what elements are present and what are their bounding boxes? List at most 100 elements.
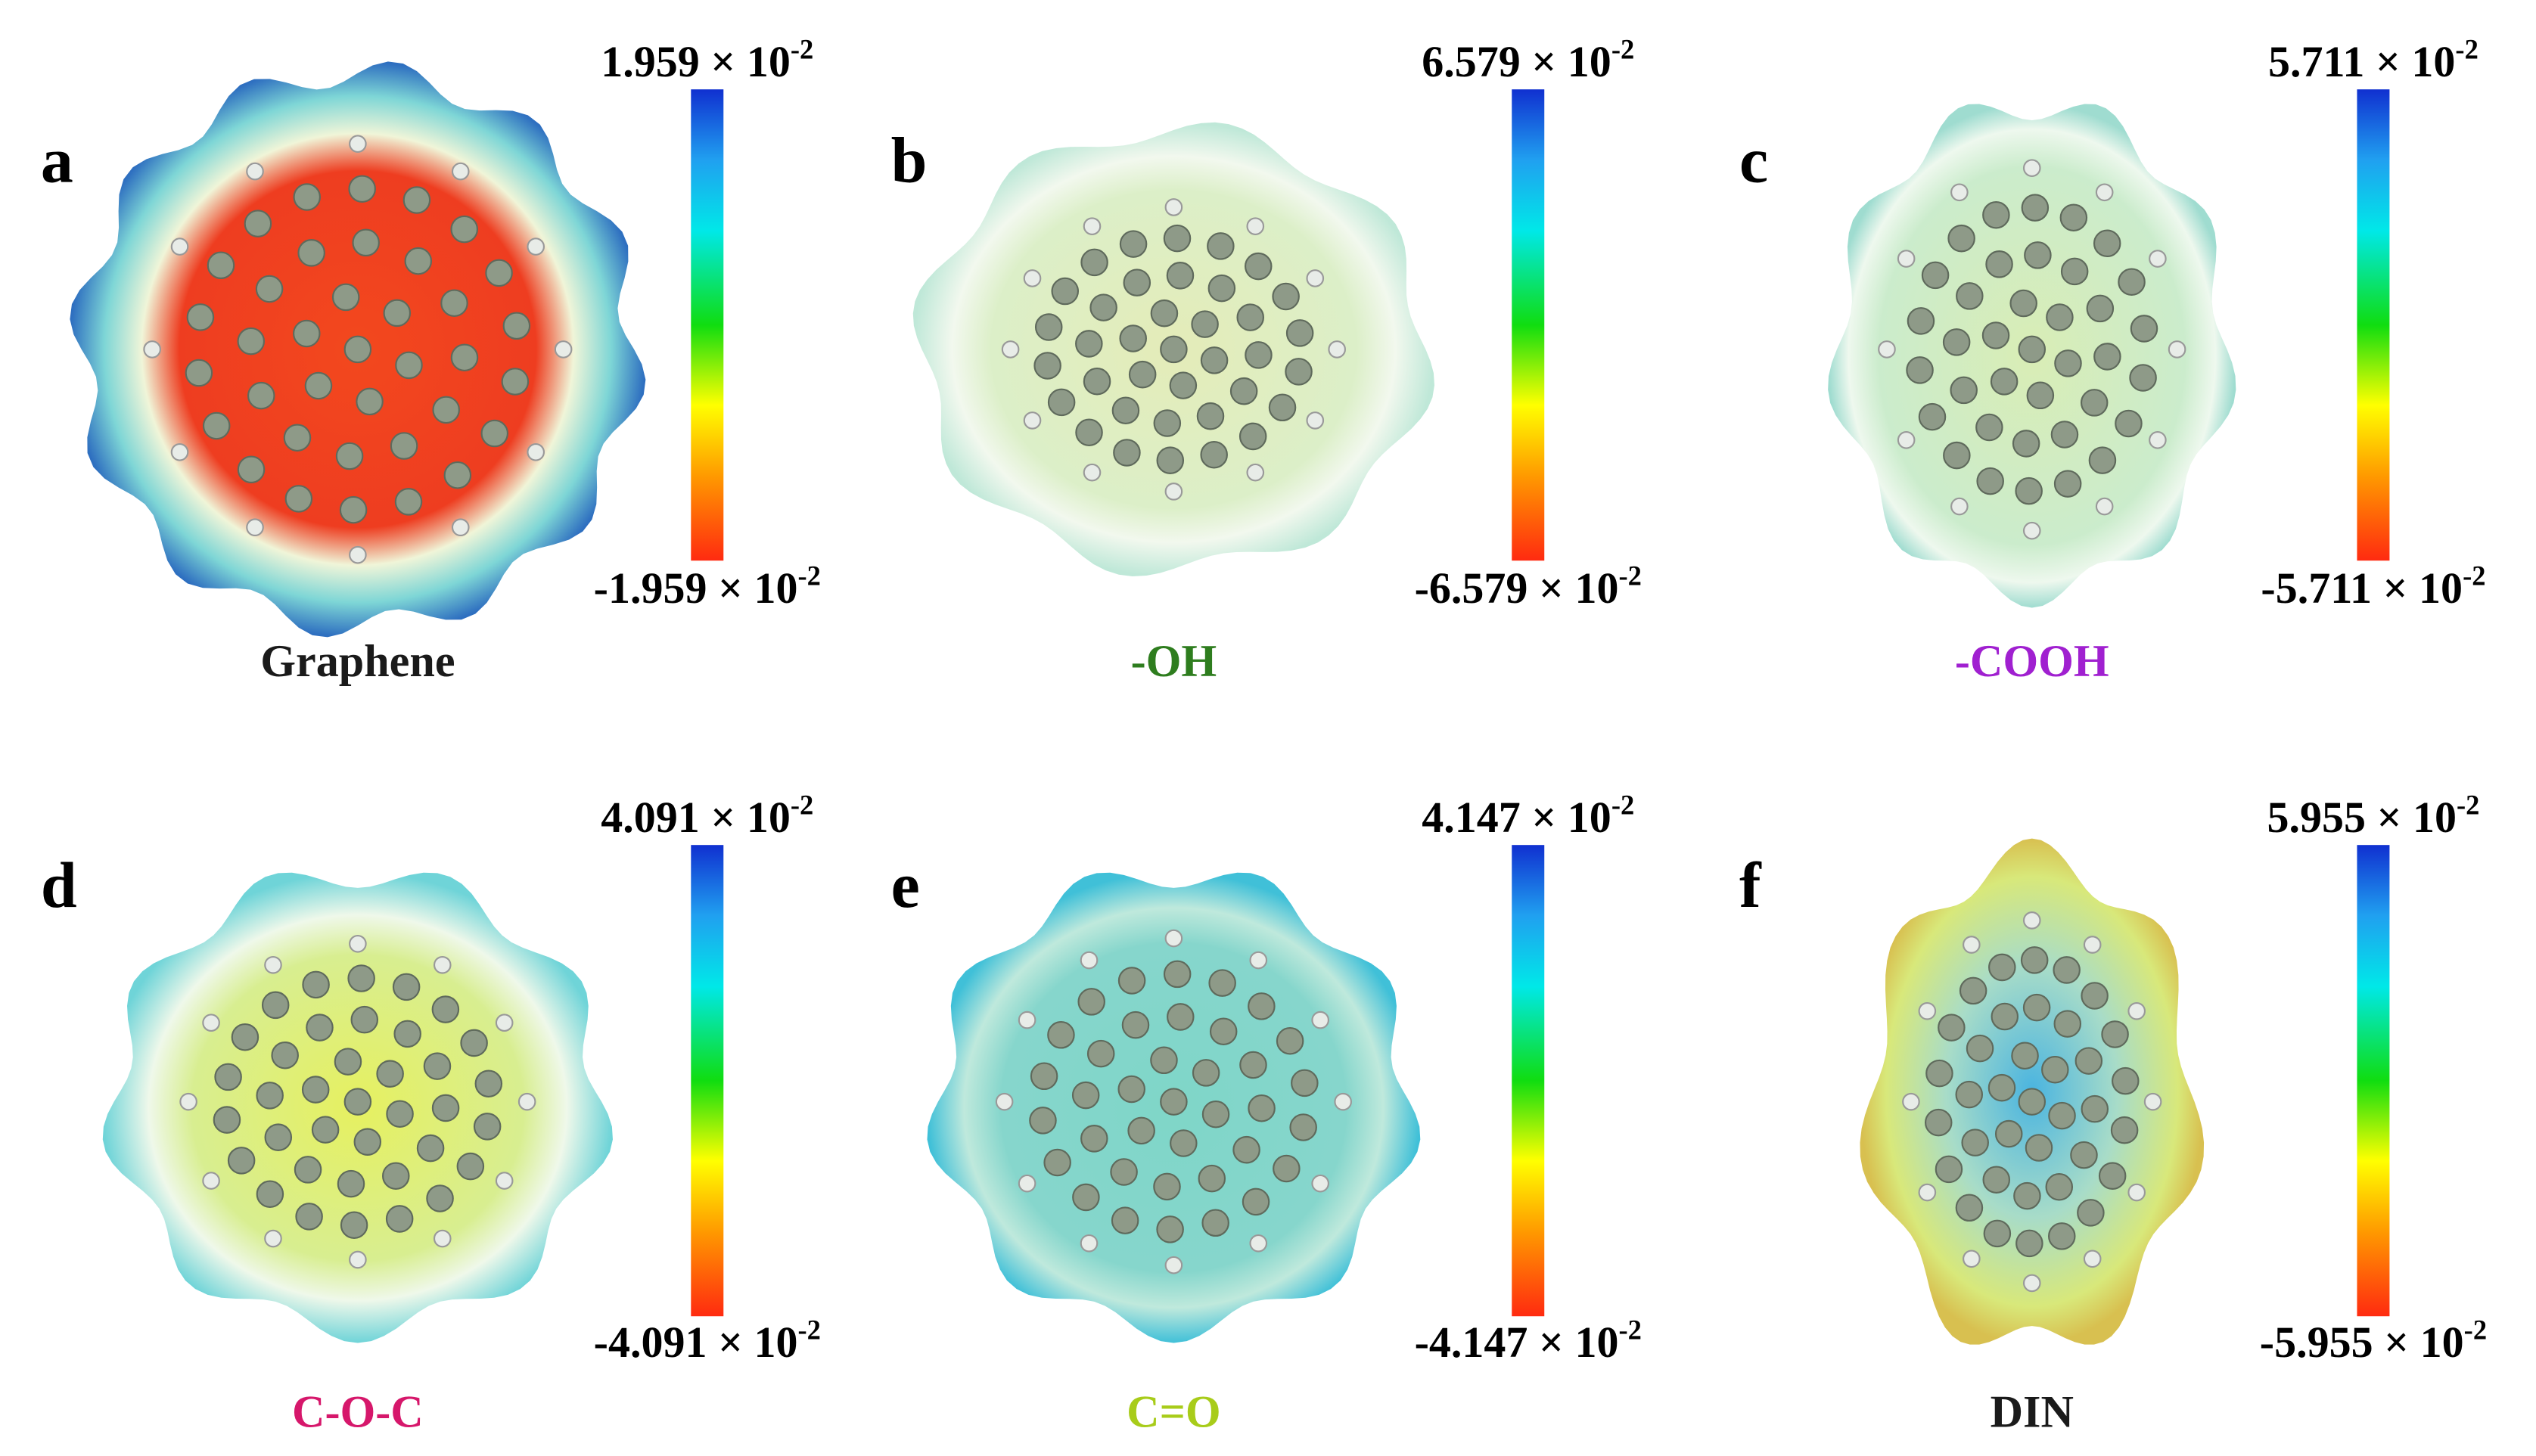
panel-letter: a: [41, 124, 73, 197]
atom: [255, 275, 284, 303]
atom: [1248, 1094, 1276, 1122]
atom: [1117, 967, 1146, 995]
atom: [1047, 1021, 1075, 1049]
hydrogen: [349, 135, 367, 153]
atom: [294, 1156, 322, 1184]
hydrogen: [451, 162, 470, 181]
panel-name: -OH: [1131, 636, 1217, 687]
hydrogen: [1249, 1234, 1268, 1253]
hydrogen: [2149, 250, 2167, 268]
atom: [1921, 261, 1950, 290]
atom: [264, 1123, 293, 1151]
colorbar-min-label-exponent: -2: [2463, 560, 2485, 591]
hydrogen: [1306, 269, 1325, 287]
atom: [2054, 349, 2082, 377]
atom: [1273, 1154, 1301, 1183]
atom: [1276, 1027, 1304, 1055]
panel-letter: e: [891, 849, 920, 921]
hydrogen: [2095, 497, 2114, 516]
atom: [1075, 418, 1103, 447]
hydrogen: [995, 1092, 1014, 1111]
atom: [392, 973, 421, 1001]
atom: [1985, 250, 2013, 278]
atom: [386, 1100, 414, 1128]
hydrogen: [349, 934, 367, 953]
atom: [214, 1063, 242, 1091]
hydrogen: [1246, 463, 1265, 482]
hydrogen: [2083, 936, 2102, 954]
colorbar-min-label-exponent: -2: [1618, 1314, 1641, 1345]
hydrogen: [2149, 430, 2167, 449]
hydrogen: [170, 442, 189, 461]
atom: [1196, 402, 1225, 430]
atom: [1153, 409, 1182, 437]
atom: [1034, 313, 1063, 341]
atom: [337, 1169, 365, 1198]
hydrogen: [264, 1229, 282, 1248]
atom: [2059, 203, 2088, 231]
atom: [456, 1152, 485, 1181]
colorbar-min-label-exponent: -2: [1618, 560, 1641, 591]
atom: [1975, 413, 2003, 442]
atom: [1160, 1088, 1188, 1116]
atom: [1072, 1183, 1100, 1212]
atom: [343, 335, 372, 364]
atom: [1990, 368, 2019, 396]
atom: [247, 381, 275, 410]
atom: [1201, 1101, 1230, 1128]
hydrogen: [451, 518, 470, 537]
atom: [2053, 956, 2081, 984]
atom: [1086, 1039, 1115, 1068]
hydrogen: [1306, 411, 1325, 430]
atom: [1285, 358, 1313, 386]
atom: [283, 424, 312, 452]
atom: [1291, 1069, 1319, 1097]
atom: [385, 1205, 414, 1233]
hydrogen: [1963, 1250, 1981, 1268]
colorbar-min-label-exponent: -2: [798, 560, 821, 591]
atom: [2045, 1172, 2074, 1201]
atom: [2050, 421, 2079, 449]
colorbar-max-label-base: 1.959 × 10: [601, 37, 791, 86]
atom: [404, 247, 433, 275]
atom: [2018, 1088, 2047, 1116]
atom: [293, 319, 321, 348]
atom: [440, 289, 468, 317]
hydrogen: [433, 955, 452, 974]
hydrogen: [1311, 1011, 1330, 1029]
atom: [331, 283, 360, 312]
hydrogen: [554, 340, 573, 359]
atom: [1191, 310, 1219, 338]
atom: [1950, 376, 1978, 405]
atom: [2081, 982, 2109, 1010]
colorbar-min-label: -5.711 × 10-2: [2261, 560, 2485, 613]
atom: [1943, 441, 1971, 470]
hydrogen: [1080, 1234, 1099, 1253]
atom: [2012, 430, 2040, 458]
atom: [2081, 1094, 2109, 1123]
atom: [1918, 402, 1947, 431]
hydrogen: [1950, 183, 1969, 202]
colorbar-max-label-base: 6.579 × 10: [1422, 37, 1611, 86]
atom: [423, 1052, 452, 1080]
atom: [1128, 360, 1157, 389]
atom: [432, 396, 460, 424]
atom: [227, 1147, 256, 1175]
colorbar-max-label-exponent: -2: [791, 33, 813, 64]
atom: [2047, 1222, 2076, 1250]
atom: [1198, 1164, 1226, 1193]
atom: [394, 488, 423, 516]
colorbar-min-label: -1.959 × 10-2: [594, 560, 821, 613]
atom: [207, 251, 235, 280]
atom: [2015, 477, 2043, 505]
colorbar-max-label-base: 4.147 × 10: [1422, 793, 1611, 842]
colorbar-min-label: -6.579 × 10-2: [1415, 560, 1642, 613]
hydrogen: [170, 237, 189, 256]
atom: [1071, 1081, 1100, 1110]
colorbar-max-label-exponent: -2: [791, 789, 813, 820]
atom: [1163, 960, 1192, 989]
atom: [244, 210, 272, 237]
atom: [2041, 1055, 2069, 1084]
